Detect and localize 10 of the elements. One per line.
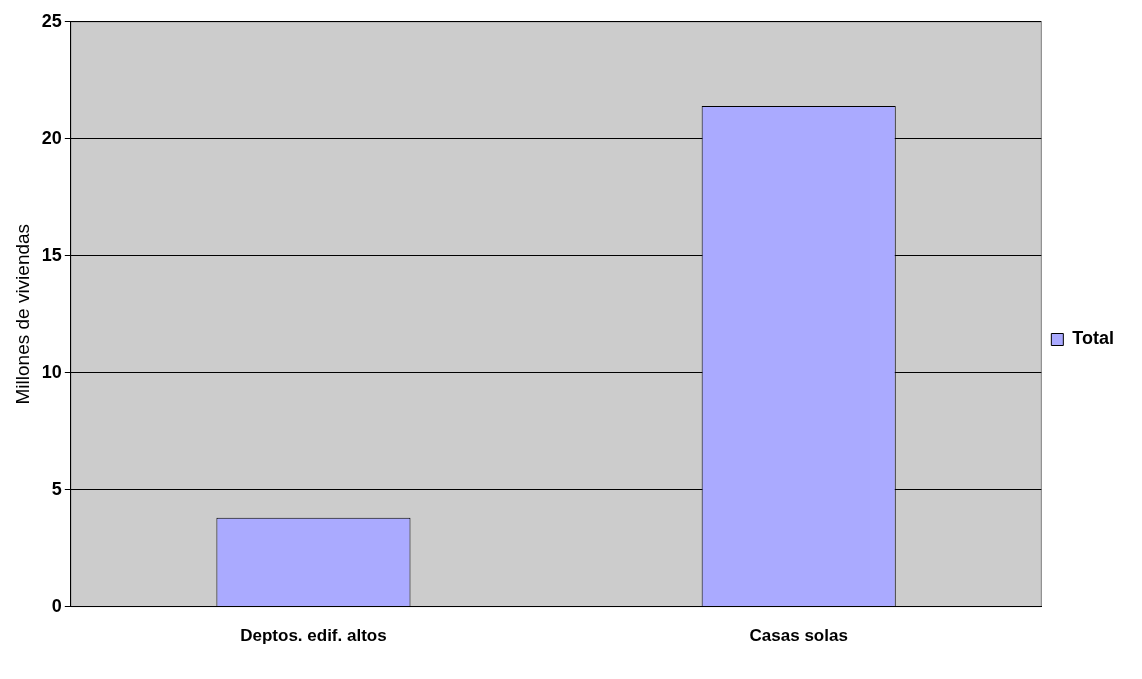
y-tick-label: 10 <box>41 361 62 382</box>
legend-label: Total <box>1072 328 1115 349</box>
y-axis-title: Millones de viviendas <box>11 223 33 405</box>
y-tick-label: 15 <box>41 244 62 265</box>
y-tick-label: 25 <box>41 10 62 31</box>
y-tick-label: 20 <box>41 127 62 148</box>
y-tick-label: 0 <box>51 595 62 616</box>
x-tick-label: Casas solas <box>749 626 848 646</box>
y-tick-label: 5 <box>51 478 62 499</box>
x-tick-label: Deptos. edif. altos <box>240 626 387 646</box>
